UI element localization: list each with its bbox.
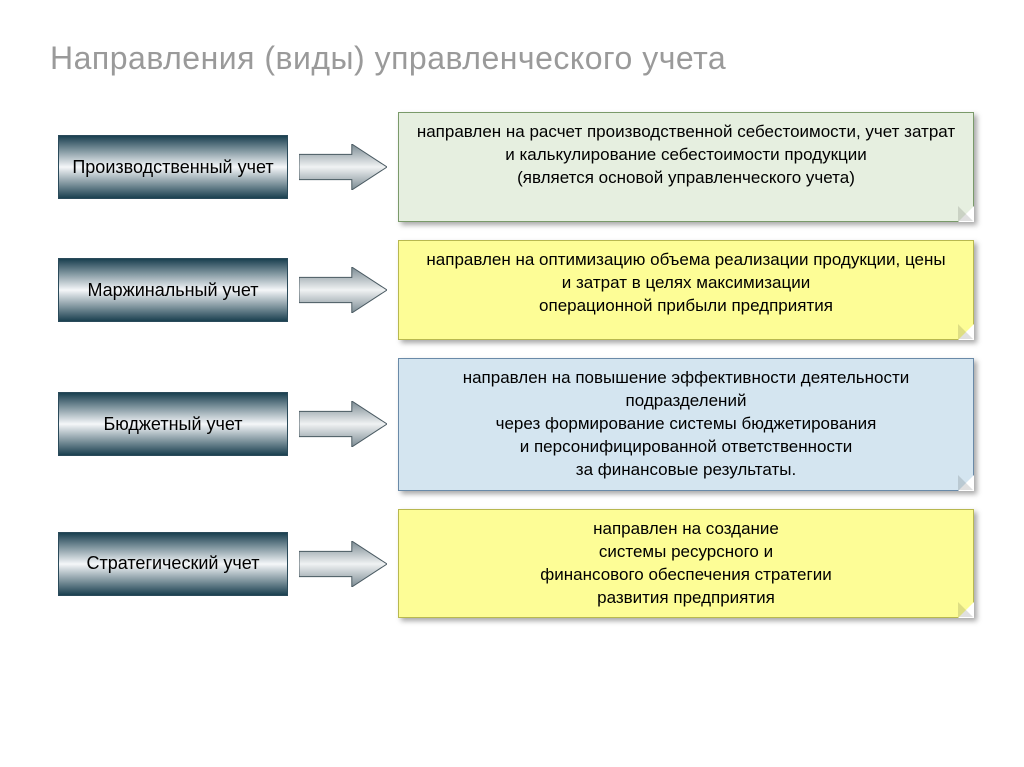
diagram-row: Маржинальный учет направлен на оптимизац…: [50, 240, 974, 340]
category-box: Производственный учет: [58, 135, 288, 199]
category-box: Бюджетный учет: [58, 392, 288, 456]
category-box: Стратегический учет: [58, 532, 288, 596]
description-box: направлен на оптимизацию объема реализац…: [398, 240, 974, 340]
arrow-icon: [288, 401, 398, 447]
diagram-rows: Производственный учет направлен на расче…: [50, 112, 974, 618]
arrow-icon: [288, 267, 398, 313]
arrow-icon: [288, 541, 398, 587]
description-box: направлен на расчет производственной себ…: [398, 112, 974, 222]
diagram-row: Производственный учет направлен на расче…: [50, 112, 974, 222]
description-box: направлен на созданиесистемы ресурсного …: [398, 509, 974, 619]
diagram-row: Стратегический учет направлен на создани…: [50, 509, 974, 619]
description-box: направлен на повышение эффективности дея…: [398, 358, 974, 491]
diagram-row: Бюджетный учет направлен на повышение эф…: [50, 358, 974, 491]
page-title: Направления (виды) управленческого учета: [50, 40, 974, 77]
category-box: Маржинальный учет: [58, 258, 288, 322]
arrow-icon: [288, 144, 398, 190]
